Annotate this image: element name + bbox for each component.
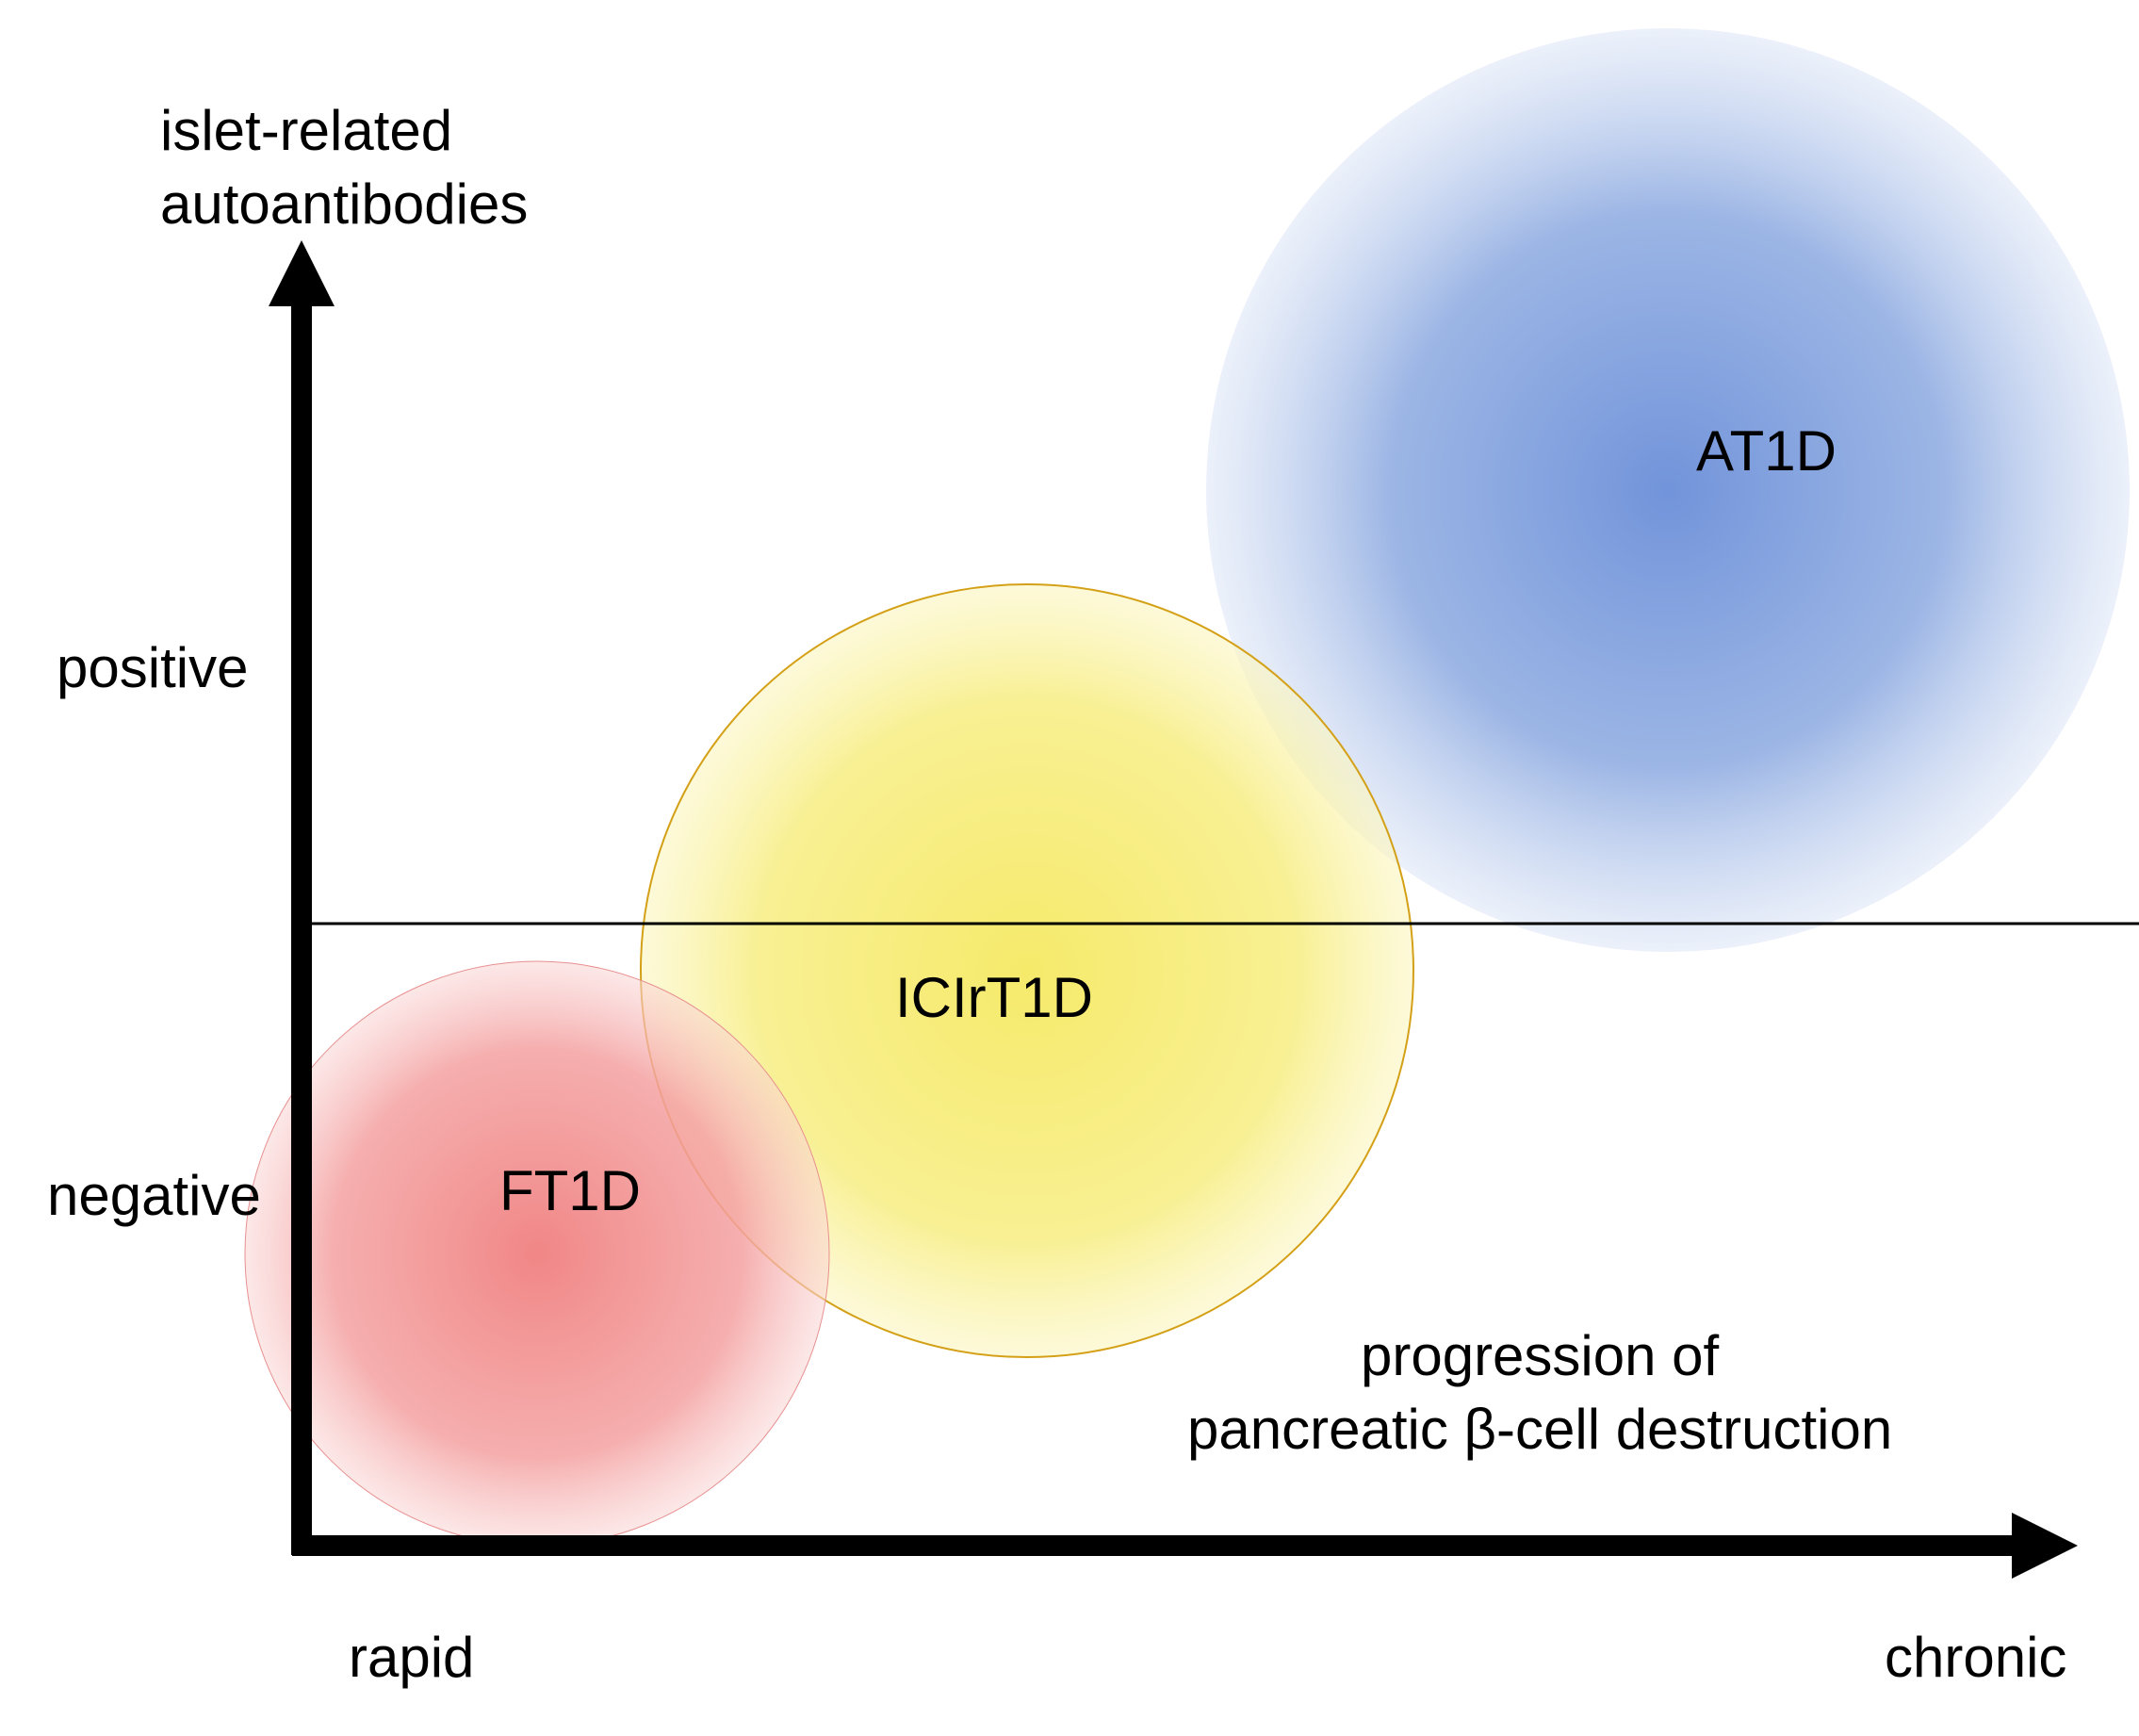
label-at1d: AT1D <box>1696 415 1837 488</box>
x-axis-arrow <box>2012 1513 2078 1579</box>
y-tick-negative: negative <box>47 1159 261 1233</box>
circle-ft1d <box>245 961 829 1546</box>
label-ft1d: FT1D <box>499 1155 641 1228</box>
y-axis-arrow <box>269 240 335 306</box>
label-icirt1d: ICIrT1D <box>895 961 1093 1035</box>
diagram-container: islet-related autoantibodies positive ne… <box>0 0 2139 1736</box>
y-axis-title: islet-related autoantibodies <box>160 94 528 241</box>
x-axis-title: progression of pancreatic β-cell destruc… <box>1187 1319 1892 1466</box>
x-tick-chronic: chronic <box>1885 1621 2066 1695</box>
y-tick-positive: positive <box>57 631 248 705</box>
x-tick-rapid: rapid <box>349 1621 474 1695</box>
diagram-svg <box>0 0 2139 1736</box>
